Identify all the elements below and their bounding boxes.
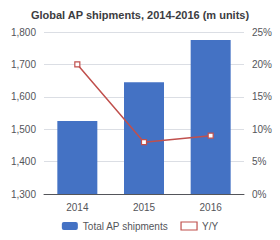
svg-text:Total AP shipments: Total AP shipments <box>83 221 168 232</box>
svg-text:25%: 25% <box>252 27 272 38</box>
svg-text:20%: 20% <box>252 59 272 70</box>
svg-text:15%: 15% <box>252 91 272 102</box>
svg-text:1,300: 1,300 <box>11 189 36 200</box>
svg-text:1,600: 1,600 <box>11 91 36 102</box>
svg-text:1,500: 1,500 <box>11 124 36 135</box>
svg-text:1,800: 1,800 <box>11 27 36 38</box>
svg-text:Y/Y: Y/Y <box>202 221 218 232</box>
svg-text:2014: 2014 <box>66 202 89 213</box>
svg-text:10%: 10% <box>252 124 272 135</box>
svg-text:1,700: 1,700 <box>11 59 36 70</box>
svg-text:2015: 2015 <box>133 202 156 213</box>
svg-text:0%: 0% <box>252 189 267 200</box>
svg-text:5%: 5% <box>252 156 267 167</box>
svg-text:1,400: 1,400 <box>11 156 36 167</box>
svg-text:Global AP shipments, 2014-2016: Global AP shipments, 2014-2016 (m units) <box>31 9 250 21</box>
svg-text:2016: 2016 <box>200 202 223 213</box>
